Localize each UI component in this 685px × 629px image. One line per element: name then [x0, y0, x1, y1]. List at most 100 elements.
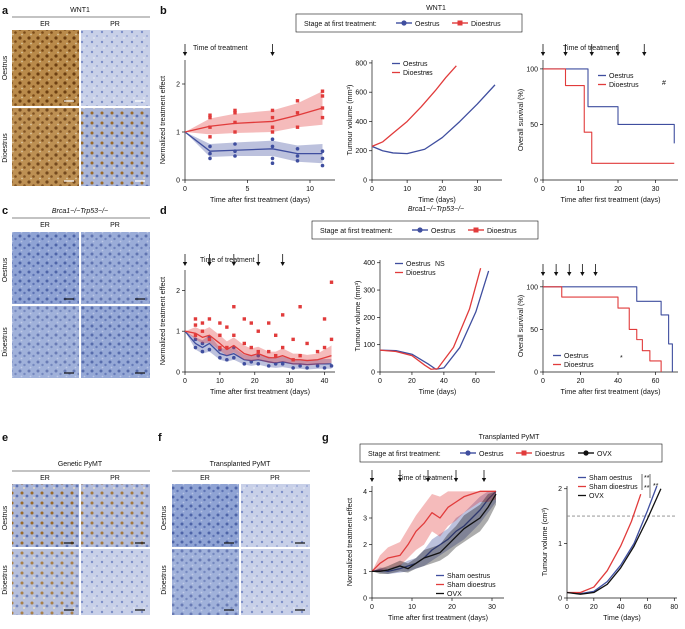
y-tick-label: 100 [526, 284, 538, 291]
series-line [371, 84, 496, 155]
panel-letter-f: f [158, 432, 162, 444]
data-point [208, 144, 212, 149]
data-point [225, 345, 229, 350]
data-point [232, 355, 236, 360]
panel-d-legend-title: Stage at first treatment: [320, 228, 393, 235]
y-tick-label: 3 [363, 516, 367, 523]
micrograph-a-er-oestrus [12, 30, 79, 106]
x-tick-label: 20 [614, 186, 622, 193]
y-tick-label: 50 [530, 122, 538, 129]
data-point [207, 347, 212, 352]
series-line [566, 485, 658, 595]
panel-g-legend-ovx: OVX [597, 451, 612, 458]
panel-letter-e: e [2, 432, 8, 444]
y-tick-label: 0 [534, 178, 538, 185]
data-point [207, 337, 212, 342]
data-point [233, 154, 237, 158]
x-tick-label: 20 [590, 604, 598, 611]
panel-a-row-oestrus: Oestrus [2, 55, 9, 80]
y-tick-label: 2 [176, 288, 180, 295]
arrow-down-icon [182, 262, 188, 266]
data-point [266, 364, 271, 368]
chart-g1: Time of treatment 0 10 20 30 0 1 2 3 4 Time after… [345, 470, 504, 622]
annotation-time-of-treatment: Time of treatment [563, 45, 618, 52]
y-axis-title: Normalized treatment effect [345, 498, 354, 586]
series-line [184, 107, 323, 133]
data-point [193, 317, 198, 321]
panel-e-row-dioestrus: Dioestrus [2, 565, 9, 595]
data-point [208, 151, 212, 156]
series-line [184, 330, 332, 362]
data-point [295, 147, 300, 151]
legend-dot-icon [412, 227, 428, 233]
legend-dot-icon [516, 450, 532, 456]
arrow-down-icon [540, 52, 546, 56]
y-axis-title: Normalized treatment effect [158, 277, 167, 365]
data-point [208, 156, 212, 161]
annotation-significance: * [426, 71, 429, 78]
panel-e: e Genetic PyMT ER PR Oestrus Dioestrus [2, 432, 150, 615]
panel-g-header-title: Transplanted PyMT [479, 434, 541, 441]
y-tick-label: 2 [176, 82, 180, 89]
legend-label: Oestrus [406, 261, 431, 268]
y-tick-label: 1 [176, 329, 180, 336]
x-tick-label: 40 [617, 604, 625, 611]
micrograph-a-pr-dioestrus [81, 108, 150, 186]
micrograph-f-pr-oestrus [241, 484, 310, 547]
y-tick-label: 0 [534, 370, 538, 377]
y-tick-label: 0 [176, 370, 180, 377]
arrow-down-icon [207, 262, 212, 266]
y-tick-label: 600 [355, 90, 367, 97]
series-line [379, 268, 482, 370]
x-tick-label: 20 [448, 604, 456, 611]
panel-a-col-pr: PR [110, 21, 120, 28]
x-tick-label: 0 [183, 378, 187, 385]
arrow-down-icon [589, 52, 594, 56]
y-tick-label: 100 [526, 66, 538, 73]
arrow-down-icon [182, 52, 188, 56]
legend-dot-icon [396, 20, 412, 26]
x-tick-label: 40 [321, 378, 329, 385]
y-tick-label: 50 [530, 327, 538, 334]
arrow-down-icon [256, 262, 261, 266]
legend-dot-icon [468, 227, 484, 233]
series-line [371, 65, 457, 147]
data-point [273, 353, 278, 358]
data-point [233, 130, 237, 134]
data-point [233, 120, 237, 125]
chart-b2: * 0 10 20 30 0 200 400 600 800 Time (days) Tumour … [345, 60, 502, 204]
data-point [256, 349, 260, 354]
data-point [200, 329, 205, 333]
arrow-down-icon [615, 52, 621, 56]
panel-c-row-dioestrus: Dioestrus [2, 327, 9, 357]
annotation-significance: NS [435, 261, 445, 268]
data-point [298, 305, 302, 309]
data-point [233, 111, 237, 115]
data-point [270, 115, 275, 120]
series-line [566, 488, 662, 595]
panel-f-title: Transplanted PyMT [210, 461, 272, 468]
series-line [567, 493, 642, 594]
panel-f: f Transplanted PyMT ER PR Oestrus Dioest… [158, 432, 310, 615]
y-tick-label: 0 [558, 596, 562, 603]
data-point [315, 364, 320, 368]
x-tick-label: 10 [577, 186, 585, 193]
y-tick-label: 400 [355, 119, 367, 126]
panel-letter-a: a [2, 5, 9, 17]
panel-e-title: Genetic PyMT [58, 461, 103, 468]
x-tick-label: 40 [614, 378, 622, 385]
micrograph-e-pr-dioestrus [81, 549, 150, 615]
panel-a-col-er: ER [40, 21, 50, 28]
data-point [270, 161, 275, 165]
panel-b-header-title: WNT1 [426, 5, 446, 12]
legend-label: Dioestrus [564, 362, 594, 369]
x-axis-title: Time (days) [419, 387, 457, 396]
micrograph-c-pr-dioestrus [81, 306, 150, 378]
arrow-down-icon [453, 478, 459, 482]
legend-label: Sham dioestrus [589, 484, 638, 491]
x-tick-label: 0 [370, 604, 374, 611]
series-line [543, 68, 675, 144]
chart-d1: Time of treatment 0 10 20 30 40 0 1 2 Time after… [158, 254, 335, 396]
y-tick-label: 0 [176, 178, 180, 185]
panel-d-header: d Brca1−/−Trp53−/− Stage at first treatm… [160, 205, 539, 240]
